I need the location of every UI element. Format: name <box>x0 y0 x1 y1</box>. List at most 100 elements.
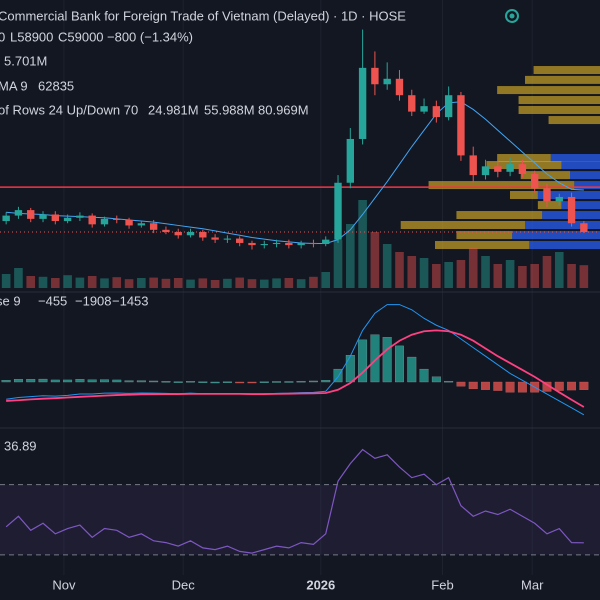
candle-body <box>174 232 182 236</box>
macd-histogram <box>75 379 85 383</box>
volume-bar <box>137 278 146 288</box>
macd-histogram <box>481 381 490 390</box>
candle-body <box>383 78 391 85</box>
volume-bar <box>87 276 97 288</box>
volume-bar <box>370 232 380 288</box>
volume-bar <box>468 248 478 288</box>
macd-histogram <box>395 345 404 383</box>
candle-body <box>137 223 146 226</box>
volume-bar <box>530 264 539 288</box>
candle-body <box>444 95 453 118</box>
candle-body <box>358 67 367 139</box>
candle-body <box>63 217 72 222</box>
candle-body <box>2 215 10 222</box>
profile-down <box>518 105 600 114</box>
candle-body <box>39 214 47 219</box>
profile-name: of Rows 24 Up/Down 70 <box>0 102 138 117</box>
volume-bar <box>259 279 269 288</box>
volume-value: 5.701M <box>4 53 47 68</box>
profile-down <box>510 191 538 200</box>
volume-bar <box>554 252 564 288</box>
candle-body <box>506 164 514 172</box>
volume-bar <box>346 224 355 288</box>
ma-value: 62835 <box>38 78 74 93</box>
candle-body <box>100 218 109 225</box>
candle-body <box>334 182 342 240</box>
macd-histogram <box>517 381 527 393</box>
macd-histogram <box>493 381 503 391</box>
macd-histogram <box>296 380 306 383</box>
ohlc: C59000 <box>58 29 104 44</box>
rsi-band <box>0 484 600 555</box>
macd-histogram <box>554 381 564 391</box>
rsi-value: 36.89 <box>4 438 37 453</box>
profile-down <box>520 171 570 180</box>
volume-bar <box>26 276 36 288</box>
candle-body <box>555 196 563 202</box>
macd-histogram <box>149 380 159 383</box>
candle-body <box>518 164 527 174</box>
volume-bar <box>518 266 527 288</box>
macd-histogram <box>222 381 232 383</box>
volume-bar <box>493 264 503 288</box>
macd-histogram <box>38 378 48 383</box>
status-icon <box>505 9 519 23</box>
candle-body <box>88 215 96 225</box>
profile-down <box>525 75 600 84</box>
candle-body <box>51 214 59 222</box>
volume-bar <box>124 279 134 288</box>
x-tick-label: Nov <box>52 577 76 592</box>
volume-bar <box>505 260 515 288</box>
candle-body <box>199 232 207 238</box>
macd-name: se 9 <box>0 293 21 308</box>
macd-histogram <box>444 380 454 383</box>
candle-body <box>149 223 158 230</box>
ohlc: −800 (−1.34%) <box>107 29 193 44</box>
volume-bar <box>395 252 404 288</box>
macd-histogram <box>456 381 466 387</box>
profile-down <box>533 66 600 75</box>
volume-bar <box>456 260 466 288</box>
volume-bar <box>38 276 48 288</box>
candle-body <box>371 67 379 85</box>
volume-bar <box>444 262 453 288</box>
candle-body <box>125 219 133 226</box>
rsi-line <box>5 448 584 554</box>
candle-body <box>14 210 23 216</box>
marks <box>0 0 600 575</box>
ma-name: MA 9 <box>0 78 28 93</box>
macd-histogram <box>1 380 11 383</box>
macd-histogram <box>112 379 122 383</box>
macd-histogram <box>333 368 343 383</box>
macd-value: −1908 <box>75 293 112 308</box>
candle-body <box>113 218 121 220</box>
candle-body <box>186 232 195 236</box>
profile-down: 55.988M <box>204 102 255 117</box>
profile-down <box>456 231 513 240</box>
candle-body <box>76 215 84 218</box>
macd-histogram <box>272 381 282 383</box>
ohlc: 0 <box>0 29 5 44</box>
macd-hist-value: −455 <box>38 293 67 308</box>
profile-down <box>400 220 525 229</box>
candle-body <box>346 138 354 183</box>
volume-bar <box>186 279 195 288</box>
macd-histogram <box>358 339 368 383</box>
volume-bar <box>579 265 589 288</box>
profile-down <box>537 201 562 210</box>
ohlc: L58900 <box>10 29 53 44</box>
volume-bar <box>309 276 318 288</box>
macd-histogram <box>235 381 245 384</box>
macd-histogram <box>50 379 60 383</box>
candle-body <box>494 166 502 172</box>
macd-histogram <box>370 334 380 383</box>
candle-body <box>248 242 256 246</box>
macd-histogram <box>259 381 269 383</box>
candle-body <box>432 106 441 118</box>
volume-bar <box>382 244 392 288</box>
macd-histogram <box>345 355 355 383</box>
volume-bar <box>481 256 490 288</box>
candle-body <box>260 244 268 246</box>
profile-down <box>548 116 600 125</box>
